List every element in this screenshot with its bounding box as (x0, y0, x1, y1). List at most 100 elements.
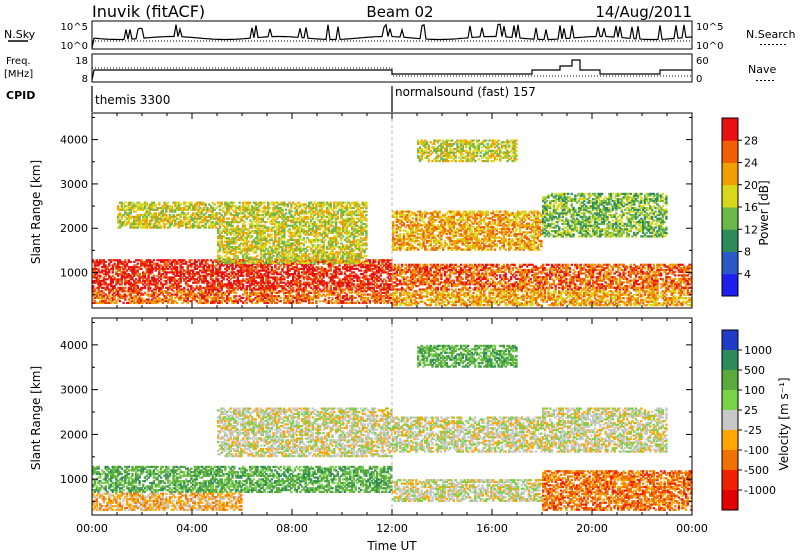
echo-cell (334, 281, 338, 284)
echo-cell (118, 221, 122, 224)
echo-cell (206, 207, 209, 210)
echo-cell (292, 215, 295, 218)
echo-cell (245, 274, 248, 277)
echo-cell (275, 285, 279, 288)
echo-cell (352, 244, 356, 247)
echo-cell (225, 261, 229, 265)
echo-cell (108, 290, 111, 293)
echo-cell (313, 221, 316, 224)
echo-cell (283, 288, 286, 291)
echo-cell (254, 261, 257, 265)
echo-cell (349, 210, 352, 213)
echo-cell (267, 273, 270, 276)
echo-cell (302, 230, 306, 233)
echo-cell (234, 260, 238, 264)
echo-cell (247, 296, 250, 299)
echo-cell (333, 286, 336, 289)
echo-cell (136, 205, 139, 208)
echo-cell (372, 286, 375, 289)
echo-cell (186, 276, 189, 279)
echo-cell (320, 235, 323, 238)
echo-cell (186, 217, 189, 220)
echo-cell (177, 214, 181, 217)
echo-cell (231, 217, 234, 220)
echo-cell (218, 203, 222, 206)
echo-cell (233, 256, 236, 259)
echo-cell (334, 201, 338, 204)
echo-cell (99, 293, 102, 296)
echo-cell (279, 215, 282, 218)
echo-cell (125, 214, 129, 217)
echo-cell (215, 259, 218, 262)
echo-cell (188, 215, 191, 218)
echo-cell (345, 228, 348, 231)
echo-cell (390, 266, 393, 269)
echo-cell (386, 291, 389, 294)
echo-cell (142, 298, 145, 301)
echo-cell (254, 249, 257, 252)
echo-cell (236, 238, 239, 242)
echo-cell (174, 205, 177, 208)
echo-cell (256, 288, 259, 291)
echo-cell (318, 205, 322, 208)
echo-cell (127, 273, 131, 276)
echo-cell (277, 215, 281, 218)
echo-cell (190, 201, 193, 204)
echo-cell (154, 205, 157, 208)
echo-cell (249, 226, 252, 229)
echo-cell (117, 286, 120, 289)
echo-cell (200, 266, 204, 269)
echo-cell (99, 271, 102, 274)
echo-cell (349, 274, 352, 277)
echo-cell (158, 276, 161, 279)
echo-cell (293, 290, 297, 293)
echo-cell (174, 224, 177, 227)
echo-cell (254, 244, 257, 247)
echo-cell (200, 290, 204, 293)
echo-cell (377, 262, 381, 265)
echo-cell (259, 214, 263, 217)
echo-cell (274, 296, 277, 299)
echo-cell (177, 283, 181, 286)
echo-cell (315, 205, 318, 208)
echo-cell (188, 259, 191, 262)
echo-cell (150, 201, 154, 204)
echo-cell (268, 276, 272, 279)
echo-cell (204, 205, 207, 208)
echo-cell (150, 207, 154, 210)
echo-cell (245, 281, 248, 284)
echo-cell (320, 266, 323, 269)
echo-cell (229, 201, 232, 204)
echo-cell (354, 261, 357, 265)
echo-cell (156, 262, 159, 265)
echo-cell (202, 276, 206, 279)
echo-cell (334, 276, 338, 279)
echo-cell (268, 286, 272, 289)
echo-cell (304, 276, 307, 279)
echo-cell (238, 298, 241, 301)
echo-cell (109, 300, 113, 303)
echo-cell (247, 240, 250, 243)
echo-cell (343, 221, 347, 224)
echo-cell (156, 295, 159, 298)
echo-cell (258, 264, 261, 267)
echo-cell (145, 212, 148, 215)
echo-cell (152, 214, 156, 217)
echo-cell (250, 260, 254, 263)
echo-cell (199, 217, 202, 220)
echo-cell (120, 286, 123, 289)
echo-cell (261, 279, 264, 283)
echo-cell (206, 279, 209, 283)
echo-cell (340, 258, 343, 261)
echo-cell (381, 262, 384, 265)
echo-cell (124, 278, 127, 281)
echo-cell (283, 217, 286, 220)
echo-cell (142, 203, 145, 206)
echo-cell (311, 224, 314, 227)
echo-cell (209, 278, 213, 281)
echo-cell (129, 260, 132, 264)
echo-cell (272, 219, 275, 222)
echo-cell (258, 246, 261, 249)
echo-cell (343, 201, 347, 204)
echo-cell (247, 256, 250, 259)
